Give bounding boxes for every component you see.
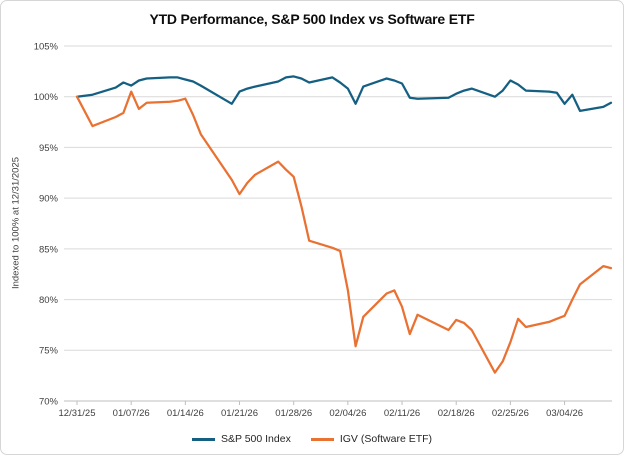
x-tick-label: 12/31/25	[59, 408, 96, 419]
y-tick-label: 95%	[39, 143, 59, 154]
x-tick-label: 01/21/26	[221, 408, 258, 419]
x-tick-label: 02/18/26	[438, 408, 475, 419]
legend-label-sp500: S&P 500 Index	[220, 433, 291, 445]
series-line-igv	[75, 90, 613, 374]
chart-title: YTD Performance, S&P 500 Index vs Softwa…	[149, 11, 475, 27]
series-line-sp500	[75, 75, 613, 113]
x-tick-label: 02/04/26	[329, 408, 366, 419]
y-tick-label: 85%	[39, 244, 59, 255]
legend-label-igv: IGV (Software ETF)	[339, 433, 433, 445]
y-tick-label: 90%	[39, 194, 59, 205]
y-tick-label: 100%	[34, 92, 59, 103]
legend-item-igv: IGV (Software ETF)	[310, 433, 433, 445]
x-tick-label: 01/28/26	[275, 408, 312, 419]
x-tick-label: 01/07/26	[113, 408, 150, 419]
y-tick-label: 80%	[39, 295, 59, 306]
legend: S&P 500 Index IGV (Software ETF)	[1, 433, 623, 445]
x-tick-label: 02/11/26	[384, 408, 420, 419]
legend-item-sp500: S&P 500 Index	[191, 433, 291, 445]
x-tick-label: 02/25/26	[492, 408, 529, 419]
y-tick-label: 105%	[34, 41, 59, 52]
x-tick-label: 01/14/26	[167, 408, 204, 419]
x-tick-label: 03/04/26	[546, 408, 583, 419]
y-tick-label: 70%	[39, 396, 59, 407]
igv-line-swatch	[310, 437, 334, 441]
y-tick-label: 75%	[39, 346, 59, 357]
sp500-line-swatch	[191, 437, 215, 441]
